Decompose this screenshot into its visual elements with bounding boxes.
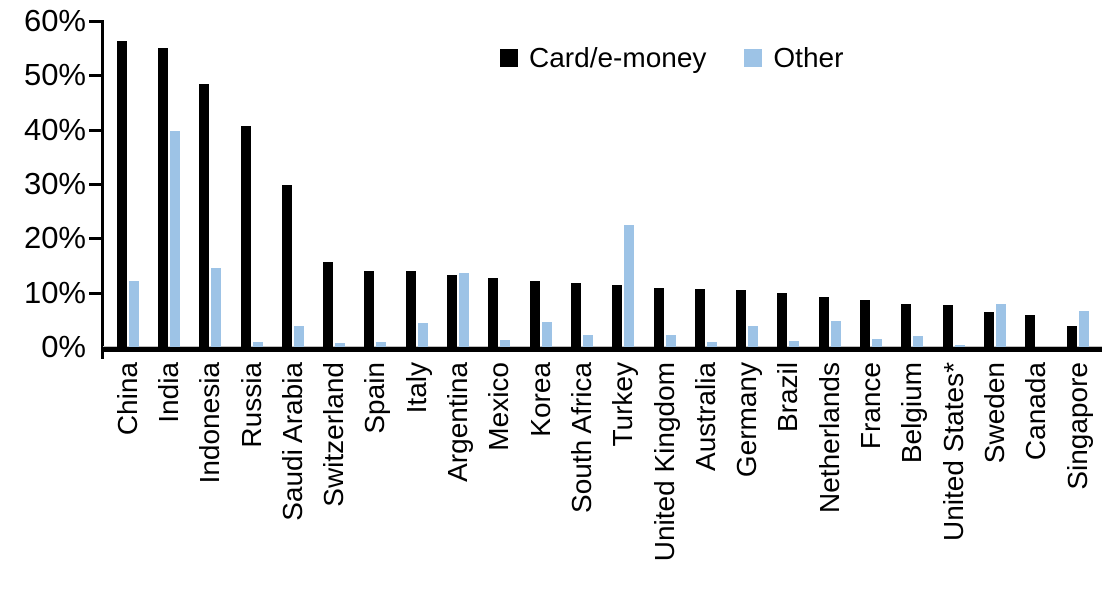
x-axis-label-italy: Italy xyxy=(401,362,432,414)
bar-other-singapore xyxy=(1079,311,1089,347)
y-axis-tick-50 xyxy=(89,74,101,78)
bar-other-sweden xyxy=(996,304,1006,347)
bar-other-brazil xyxy=(789,341,799,347)
bar-other-saudi-arabia xyxy=(294,326,304,347)
bar-card-e-money-south-africa xyxy=(571,283,581,347)
x-axis-label-singapore: Singapore xyxy=(1062,362,1093,490)
x-axis-label-brazil: Brazil xyxy=(772,362,803,433)
y-axis-line xyxy=(101,20,104,353)
bar-other-france xyxy=(872,339,882,347)
bar-other-netherlands xyxy=(831,321,841,347)
bar-card-e-money-united-kingdom xyxy=(654,288,664,347)
x-axis-label-saudi-arabia: Saudi Arabia xyxy=(277,362,308,521)
x-axis-label-south-africa: South Africa xyxy=(566,362,597,513)
bar-other-italy xyxy=(418,323,428,347)
y-axis-tick-20 xyxy=(89,237,101,241)
bar-card-e-money-canada xyxy=(1025,315,1035,347)
bar-other-turkey xyxy=(624,225,634,347)
x-axis-label-russia: Russia xyxy=(236,362,267,448)
bar-other-mexico xyxy=(500,340,510,347)
x-axis-label-mexico: Mexico xyxy=(483,362,514,451)
x-axis-label-switzerland: Switzerland xyxy=(318,362,349,507)
bar-card-e-money-singapore xyxy=(1067,326,1077,347)
x-axis-label-france: France xyxy=(855,362,886,450)
x-axis-label-netherlands: Netherlands xyxy=(814,362,845,513)
bar-other-russia xyxy=(253,342,263,347)
bar-card-e-money-russia xyxy=(241,126,251,347)
bar-card-e-money-indonesia xyxy=(199,84,209,347)
bar-other-korea xyxy=(542,322,552,347)
legend-swatch-other xyxy=(744,49,763,67)
bar-other-indonesia xyxy=(211,268,221,347)
bar-card-e-money-australia xyxy=(695,289,705,347)
bar-card-e-money-saudi-arabia xyxy=(282,185,292,347)
legend-swatch-card-e-money xyxy=(500,49,518,67)
x-axis-label-china: China xyxy=(112,362,143,436)
x-axis-label-australia: Australia xyxy=(690,362,721,471)
bar-card-e-money-sweden xyxy=(984,312,994,347)
x-axis-label-canada: Canada xyxy=(1020,362,1051,461)
y-axis-label-60: 60% xyxy=(23,3,86,38)
bar-card-e-money-germany xyxy=(736,290,746,347)
y-axis-label-30: 30% xyxy=(23,166,86,201)
bar-other-united-kingdom xyxy=(666,335,676,347)
bar-other-india xyxy=(170,131,180,347)
x-axis-label-spain: Spain xyxy=(359,362,390,434)
bar-card-e-money-korea xyxy=(530,281,540,347)
bar-other-united-states xyxy=(955,345,965,347)
bar-other-south-africa xyxy=(583,335,593,347)
bar-card-e-money-turkey xyxy=(612,285,622,347)
bar-other-spain xyxy=(376,342,386,347)
x-axis-label-united-kingdom: United Kingdom xyxy=(649,362,680,562)
y-axis-tick-10 xyxy=(89,291,101,295)
y-axis-label-40: 40% xyxy=(23,111,86,147)
x-axis-label-united-states: United States* xyxy=(938,362,969,541)
y-axis-label-20: 20% xyxy=(23,220,86,256)
x-axis-label-argentina: Argentina xyxy=(442,362,473,482)
bar-card-e-money-india xyxy=(158,48,168,347)
y-axis-tick-30 xyxy=(89,183,101,186)
y-axis-label-0: 0% xyxy=(41,329,86,364)
y-axis-label-10: 10% xyxy=(23,274,86,310)
x-axis-label-sweden: Sweden xyxy=(979,362,1010,464)
chart-legend: Card/e-money Other xyxy=(500,41,843,75)
x-axis-line xyxy=(101,347,1102,352)
bar-card-e-money-spain xyxy=(364,271,374,347)
bar-card-e-money-italy xyxy=(406,271,416,347)
y-axis-tick-40 xyxy=(89,128,101,132)
bar-other-belgium xyxy=(913,336,923,347)
bar-other-australia xyxy=(707,342,717,347)
bar-card-e-money-brazil xyxy=(777,293,787,347)
y-axis-tick-60 xyxy=(89,20,101,23)
legend-label-card-e-money: Card/e-money xyxy=(529,42,707,73)
bar-card-e-money-china xyxy=(117,41,127,347)
bar-other-switzerland xyxy=(335,343,345,347)
bar-other-argentina xyxy=(459,273,469,347)
bar-card-e-money-mexico xyxy=(488,278,498,347)
x-axis-origin-tick xyxy=(101,352,104,359)
x-axis-label-belgium: Belgium xyxy=(896,362,927,464)
x-axis-baseline-gridline xyxy=(103,346,1102,347)
legend-item-other: Other xyxy=(744,41,843,75)
bar-card-e-money-united-states xyxy=(943,305,953,347)
bar-card-e-money-netherlands xyxy=(819,297,829,347)
bar-card-e-money-switzerland xyxy=(323,262,333,347)
x-axis-label-turkey: Turkey xyxy=(607,362,638,447)
x-axis-label-india: India xyxy=(153,362,184,423)
y-axis-label-50: 50% xyxy=(23,57,86,93)
x-axis-label-korea: Korea xyxy=(525,362,556,437)
bar-card-e-money-argentina xyxy=(447,275,457,347)
x-axis-label-germany: Germany xyxy=(731,362,762,478)
bar-other-germany xyxy=(748,326,758,347)
legend-label-other: Other xyxy=(773,42,844,73)
bar-card-e-money-france xyxy=(860,300,870,347)
x-axis-label-indonesia: Indonesia xyxy=(194,362,225,484)
bar-other-china xyxy=(129,281,139,347)
bar-card-e-money-belgium xyxy=(901,304,911,347)
legend-item-card-e-money: Card/e-money xyxy=(500,41,706,75)
